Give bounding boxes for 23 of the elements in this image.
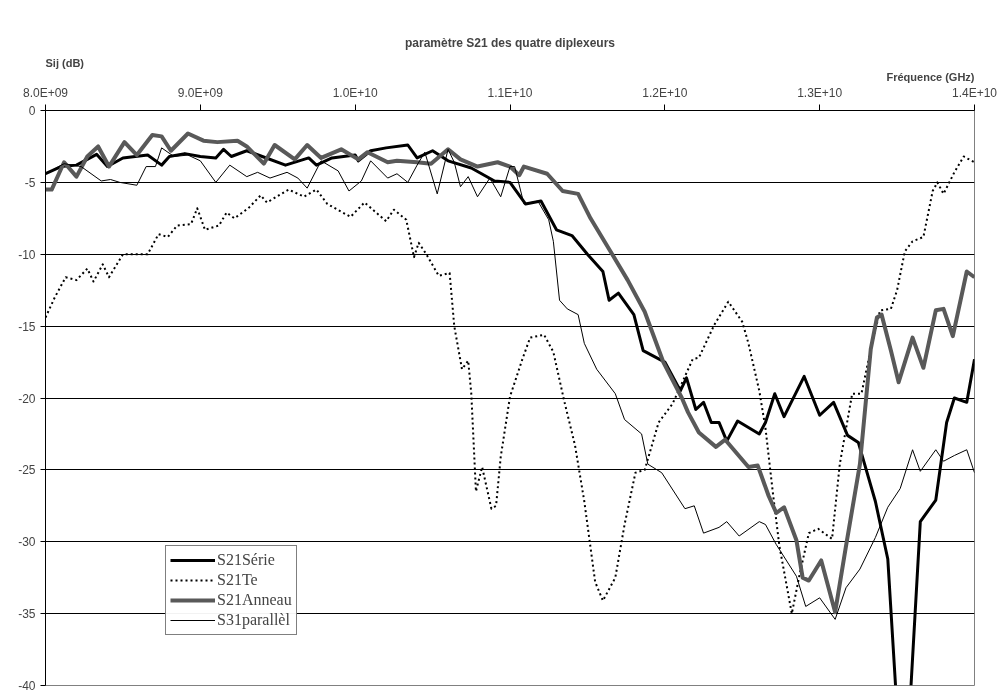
y-tick-label: -40: [18, 679, 36, 693]
y-tick-label: -5: [24, 175, 36, 190]
legend-label: S31parallèl: [217, 611, 290, 629]
x-tick-label: 1.1E+10: [487, 85, 533, 100]
y-tick-label: -25: [18, 463, 36, 478]
y-tick-label: -15: [18, 319, 36, 334]
y-tick-label: -10: [18, 247, 36, 262]
x-tick-label: 1.0E+10: [332, 85, 379, 100]
legend-label: S21Anneau: [217, 591, 292, 609]
x-tick-label: 1.3E+10: [797, 85, 843, 100]
x-tick-label: 1.2E+10: [642, 85, 688, 100]
x-tick-label: 8.0E+09: [22, 85, 69, 100]
chart-title: paramètre S21 des quatre diplexeurs: [404, 35, 616, 50]
legend-label: S21Série: [217, 551, 275, 569]
y-tick-label: 0: [28, 104, 36, 118]
legend-label: S21Te: [217, 571, 258, 589]
y-tick-label: -20: [18, 391, 36, 406]
x-axis-title: Fréquence (GHz): [886, 70, 975, 83]
y-tick-label: -35: [18, 607, 36, 622]
y-tick-label: -30: [18, 535, 36, 550]
x-tick-label: 1.4E+10: [951, 85, 998, 100]
x-tick-label: 9.0E+09: [177, 85, 224, 100]
y-axis-title: Sij (dB): [45, 56, 85, 69]
